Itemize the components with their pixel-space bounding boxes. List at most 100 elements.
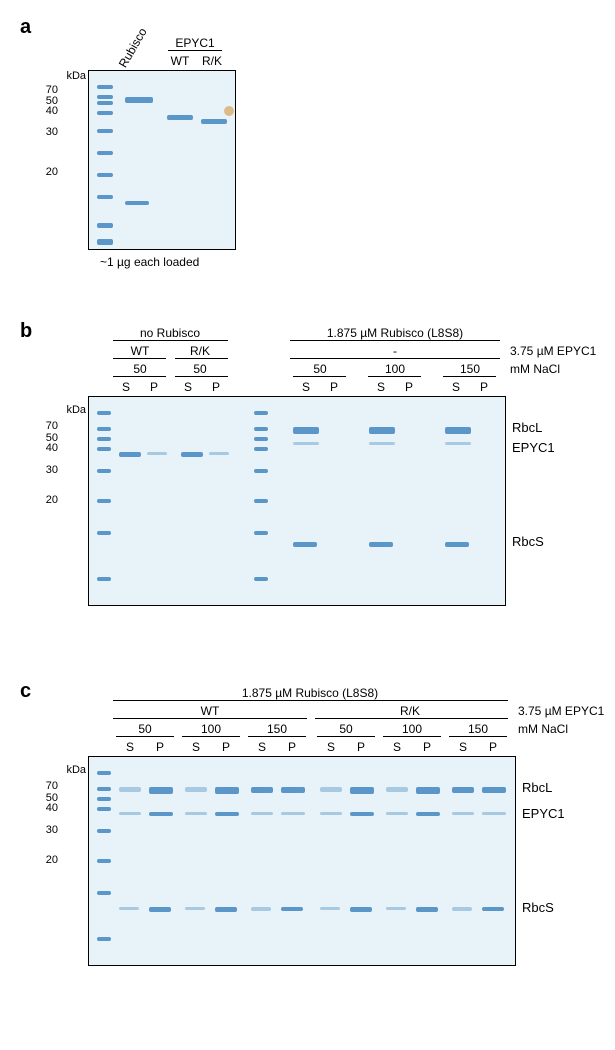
c-band [281,812,305,815]
c-band [452,907,472,911]
c-sp: P [357,740,365,754]
c-nacl: 150 [468,722,488,736]
marker-band [97,437,111,441]
c-band [416,907,438,912]
b-sp: S [377,380,385,394]
epyc1-rk-band [201,119,227,124]
b-nacl-150: 150 [460,362,480,376]
c-sp: S [258,740,266,754]
b-epyc-title: 3.75 µM EPYC1 [510,344,596,358]
b-band [181,452,203,457]
marker-band [254,437,268,441]
c-band [185,787,207,792]
c-rk-line [315,718,508,719]
marker-band [97,447,111,451]
mw-70: 70 [32,420,58,432]
c-band [320,812,342,815]
c-band [350,812,374,816]
c-band [320,907,340,910]
marker-band [97,85,113,89]
marker-band [97,797,111,801]
c-band [482,787,506,793]
c-nacl: 50 [339,722,352,736]
marker-band [97,807,111,811]
c-nacl: 150 [267,722,287,736]
b-sp: P [330,380,338,394]
marker-band [254,469,268,473]
b-nacl-100: 100 [385,362,405,376]
c-band [482,812,506,815]
marker-band [97,101,113,105]
c-nacl-line [317,736,375,737]
c-band [452,787,474,793]
marker-band [97,787,111,791]
c-band [119,907,139,910]
b-rbcs [369,542,393,547]
c-nacl: 100 [201,722,221,736]
c-band [149,812,173,816]
marker-band [254,447,268,451]
c-band [215,812,239,816]
c-band [251,787,273,793]
marker-band [254,531,268,535]
mw-20: 20 [32,494,58,506]
c-epyc-title: 3.75 µM EPYC1 [518,704,604,718]
c-sp: P [156,740,164,754]
marker-band [97,151,113,155]
marker-band [97,577,111,581]
c-band [386,907,406,910]
c-band [386,787,408,792]
b-epyc1-label: EPYC1 [512,440,555,455]
marker-band [254,427,268,431]
c-rbcs-label: RbcS [522,900,554,915]
b-no-rubisco: no Rubisco [140,326,200,340]
marker-band [97,427,111,431]
marker-band [97,173,113,177]
c-sp: S [192,740,200,754]
panel-b-letter: b [20,320,32,343]
b-wt-line [113,358,166,359]
c-wt: WT [201,704,220,718]
marker-band [97,111,113,115]
mw-70: 70 [32,780,58,792]
b-nacl50a-line [113,376,166,377]
c-rk: R/K [400,704,420,718]
mw-20: 20 [32,854,58,866]
marker-band [97,411,111,415]
b-rubisco-line [290,340,500,341]
c-nacl-title: mM NaCl [518,722,568,736]
b-rbcs [445,542,469,547]
b-rk-line [175,358,228,359]
c-band [215,787,239,794]
panel-a-rk-label: R/K [202,54,222,68]
b-sp: P [480,380,488,394]
panel-a-epyc1-label: EPYC1 [175,36,214,50]
c-band [281,787,305,793]
rubisco-rbcs-band [125,201,149,205]
panel-a-letter: a [20,16,31,39]
rubisco-rbcl-band [125,97,153,103]
marker-band [254,411,268,415]
b-sp: S [122,380,130,394]
mw-30: 30 [32,464,58,476]
panel-a-wt-label: WT [171,54,190,68]
c-nacl-line [383,736,441,737]
c-epyc1-label: EPYC1 [522,806,565,821]
c-wt-line [113,718,307,719]
panel-a-rubisco-label: Rubisco [116,25,150,70]
mw-30: 30 [32,126,58,138]
kda-label: kDa [66,70,86,82]
marker-band [97,95,113,99]
b-band [147,452,167,455]
mw-40: 40 [32,105,58,117]
mw-30: 30 [32,824,58,836]
c-sp: S [459,740,467,754]
c-band [350,787,374,794]
c-band [320,787,342,792]
marker-band [97,937,111,941]
b-rbcl [293,427,319,434]
c-nacl-line [248,736,306,737]
b-band [369,442,395,445]
marker-band [97,859,111,863]
b-sp: P [150,380,158,394]
